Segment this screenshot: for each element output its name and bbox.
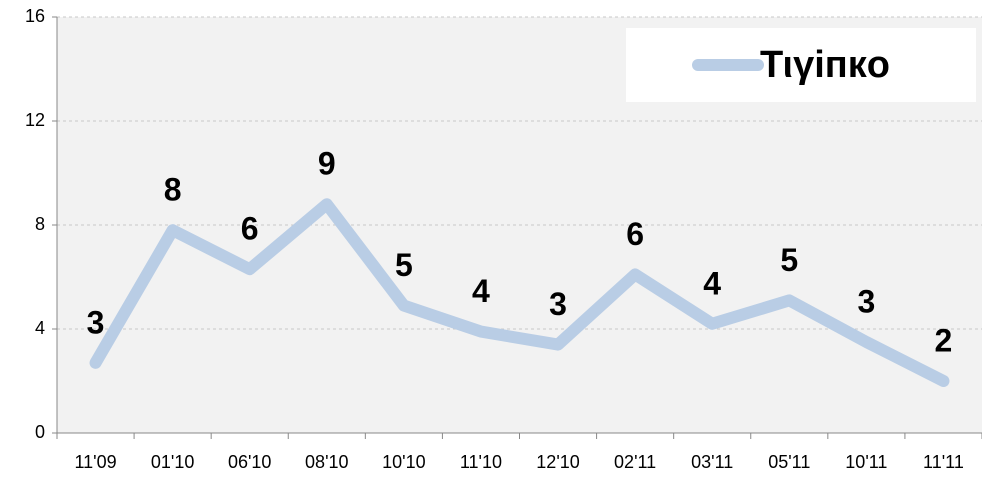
y-tick-label: 16 [25,6,45,26]
data-label: 5 [780,242,798,278]
data-label: 2 [935,322,953,358]
data-label: 8 [164,172,182,208]
data-label: 9 [318,146,336,182]
data-label: 3 [857,283,875,319]
x-tick-label: 11'10 [460,452,502,472]
series-line [89,198,950,387]
x-tick-label: 11'11 [923,452,964,472]
data-label: 5 [395,247,413,283]
legend-label: Τιγіпкο [760,44,890,86]
data-label: 3 [87,304,105,340]
y-tick-label: 8 [35,214,45,234]
data-label: 3 [549,286,567,322]
data-label: 4 [703,265,721,301]
x-tick-label: 01'10 [151,452,194,472]
x-tick-label: 06'10 [228,452,271,472]
x-tick-label: 10'11 [845,452,887,472]
y-tick-label: 0 [35,422,45,442]
x-tick-label: 11'09 [74,452,116,472]
data-label: 6 [241,211,259,247]
x-tick-label: 12'10 [536,452,579,472]
x-tick-label: 10'10 [382,452,425,472]
legend-box [626,28,976,102]
data-label: 6 [626,216,644,252]
data-label: 4 [472,273,490,309]
x-tick-label: 05'11 [768,452,810,472]
y-tick-label: 12 [25,110,45,130]
y-tick-label: 4 [35,318,45,338]
x-tick-label: 02'11 [614,452,656,472]
x-tick-label: 08'10 [305,452,348,472]
x-tick-label: 03'11 [691,452,733,472]
